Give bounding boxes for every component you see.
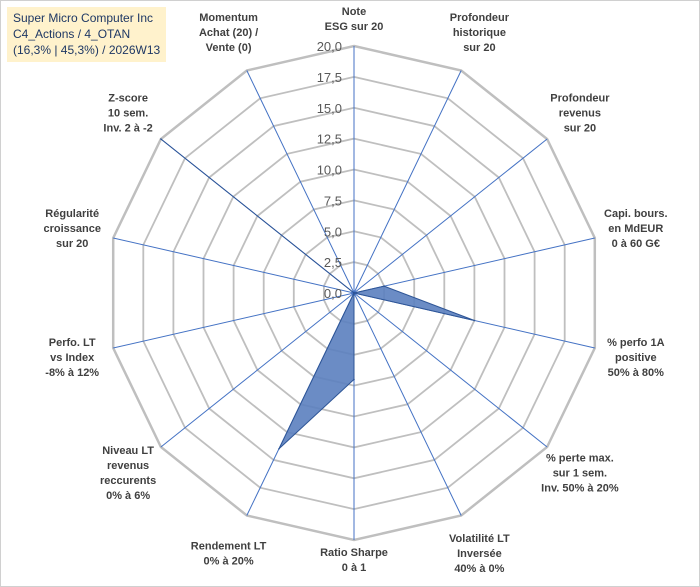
axis-label: Momentum Achat (20) / Vente (0) (199, 12, 258, 54)
series-area (160, 138, 475, 450)
axis-spoke (113, 237, 355, 294)
tick-labels-group: 0,0 2,5 5,0 7,5 10,0 12,5 15,0 17,5 20,0 (317, 39, 342, 301)
axis-label: % perfo 1A positive 50% à 80% (607, 337, 665, 379)
axis-label: Profondeur revenus sur 20 (550, 92, 610, 134)
tick-label: 20,0 (317, 39, 342, 54)
data-point (353, 378, 355, 381)
axis-spoke (246, 70, 355, 294)
axis-label: Perfo. LT vs Index -8% à 12% (45, 337, 99, 379)
axis-labels-group: Note ESG sur 20 Profondeur historique sur 20… (43, 6, 667, 575)
axis-label: Capi. bours. en MdEUR 0 à 60 G€ (604, 208, 668, 250)
axis-spoke (353, 237, 595, 294)
axis-label: % perte max. sur 1 sem. Inv. 50% à 20% (541, 453, 619, 495)
tick-label: 12,5 (317, 132, 342, 147)
axis-spoke (353, 292, 548, 448)
axis-label: Volatilité LT Inversée 40% à 0% (449, 533, 510, 575)
axis-label: Note ESG sur 20 (325, 6, 384, 33)
axis-spoke (113, 292, 355, 349)
tick-label: 17,5 (317, 70, 342, 85)
tick-label: 15,0 (317, 101, 342, 116)
data-point (160, 138, 162, 140)
chart-title-company: Super Micro Computer Inc (13, 11, 154, 25)
tick-label: 7,5 (324, 193, 342, 208)
axis-label: Profondeur historique sur 20 (450, 12, 510, 54)
axis-label: Ratio Sharpe 0 à 1 (320, 547, 388, 574)
tick-label: 10,0 (317, 163, 342, 178)
series-group (160, 138, 476, 450)
axis-spoke (353, 70, 462, 294)
axis-label: Niveau LT revenus reccurents 0% à 6% (100, 445, 156, 502)
axis-spoke (353, 138, 548, 294)
axis-label: Z-score 10 sem. Inv. 2 à -2 (103, 92, 152, 134)
data-point (473, 319, 476, 322)
chart-title-box: Super Micro Computer Inc C4_Actions / 4_… (7, 7, 167, 62)
chart-title-category: C4_Actions / 4_OTAN (13, 27, 131, 41)
axis-label: Rendement LT 0% à 20% (191, 540, 267, 567)
data-point (278, 448, 280, 450)
tick-label: 0,0 (324, 286, 342, 301)
tick-label: 5,0 (324, 224, 342, 239)
data-point (353, 292, 355, 294)
chart-title-stats: (16,3% | 45,3%) / 2026W13 (13, 43, 161, 57)
axis-label: Régularité croissance sur 20 (43, 208, 100, 250)
tick-label: 2,5 (324, 255, 342, 270)
data-point (383, 285, 385, 287)
axis-spoke (353, 292, 462, 516)
axis-spoke (160, 292, 355, 448)
